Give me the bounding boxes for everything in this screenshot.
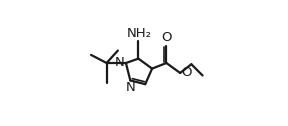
Text: N: N — [126, 81, 135, 94]
Text: NH₂: NH₂ — [126, 27, 151, 40]
Text: O: O — [181, 66, 192, 79]
Text: N: N — [115, 56, 125, 70]
Text: O: O — [161, 31, 172, 44]
